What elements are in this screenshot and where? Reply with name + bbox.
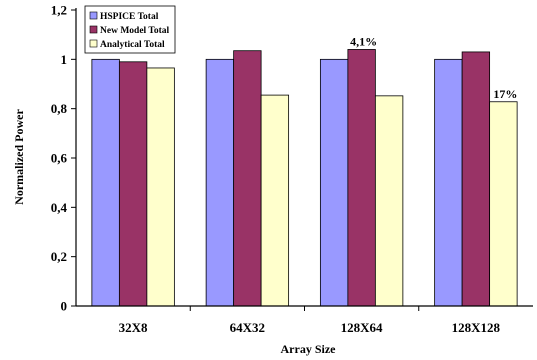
legend-swatch — [89, 11, 98, 20]
bar — [146, 67, 175, 307]
x-tick-label: 128X64 — [341, 320, 383, 335]
bar — [91, 58, 120, 307]
bar — [461, 51, 491, 307]
x-tick-label: 64X32 — [230, 320, 265, 335]
y-tick-label: 0,8 — [51, 101, 68, 116]
bar — [489, 101, 518, 307]
y-tick-label: 1 — [61, 52, 68, 67]
y-tick-label: 0,2 — [51, 249, 67, 264]
x-tick-label: 128X128 — [452, 320, 501, 335]
x-axis-ticks: 32X8 64X32 128X64 128X128 — [119, 306, 501, 335]
bar — [319, 58, 349, 307]
bar — [233, 50, 262, 307]
bar — [205, 58, 235, 307]
bar — [434, 58, 463, 307]
bar-annotation: 17% — [493, 87, 517, 101]
y-axis-title: Normalized Power — [12, 109, 26, 205]
bar — [374, 95, 404, 307]
x-axis-title: Array Size — [281, 342, 337, 356]
legend-label: New Model Total — [100, 26, 170, 36]
x-tick-label: 32X8 — [119, 320, 148, 335]
y-tick-label: 0 — [61, 299, 68, 314]
bar — [347, 49, 376, 307]
legend-swatch — [89, 39, 98, 48]
annotations: 4,1% 17% — [350, 34, 517, 100]
legend-swatch — [89, 25, 98, 34]
axes — [75, 8, 533, 307]
bar — [118, 61, 148, 307]
bars — [91, 49, 518, 307]
legend-label: HSPICE Total — [100, 12, 159, 22]
bar-annotation: 4,1% — [350, 34, 377, 48]
legend-label: Analytical Total — [100, 40, 165, 50]
y-tick-label: 0,6 — [51, 151, 68, 166]
legend-box — [84, 5, 176, 54]
y-tick-label: 0,4 — [51, 200, 68, 215]
legend: HSPICE Total New Model Total Analytical To… — [84, 5, 176, 54]
bar — [260, 94, 290, 307]
y-axis-ticks: 0 0,2 0,4 0,6 0,8 1 1,2 — [51, 3, 76, 314]
y-tick-label: 1,2 — [51, 3, 67, 18]
